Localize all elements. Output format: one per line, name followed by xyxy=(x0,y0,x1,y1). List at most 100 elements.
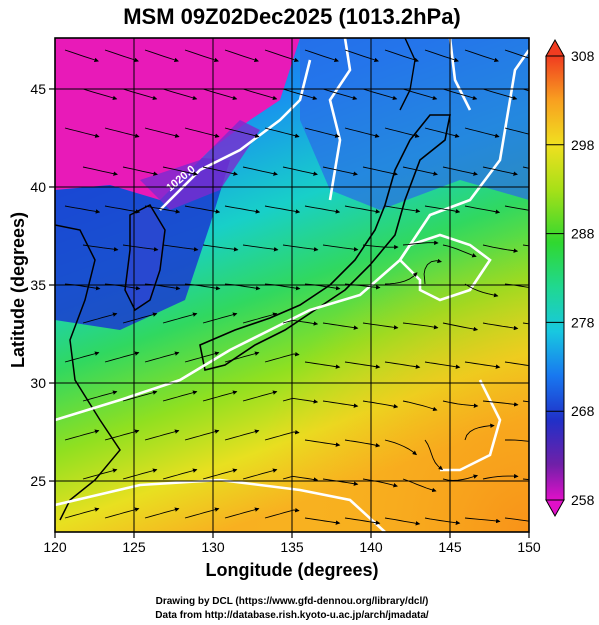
streamline xyxy=(424,205,461,214)
streamline xyxy=(442,474,479,481)
streamline xyxy=(264,205,301,214)
streamline xyxy=(344,439,381,448)
streamline xyxy=(322,88,358,101)
streamline xyxy=(242,88,278,101)
streamline xyxy=(64,205,101,214)
streamline xyxy=(304,127,340,138)
streamline xyxy=(304,439,341,447)
streamline xyxy=(384,49,419,63)
streamline xyxy=(224,49,259,63)
streamline xyxy=(304,49,339,63)
streamline xyxy=(362,478,398,488)
streamline xyxy=(282,397,319,404)
korea-coastline xyxy=(124,204,166,312)
streamline xyxy=(464,49,499,63)
streamline xyxy=(242,390,278,402)
streamline xyxy=(104,351,140,363)
streamline xyxy=(144,49,179,63)
streamline xyxy=(202,244,239,252)
lat-lon-grid xyxy=(55,38,529,532)
streamline xyxy=(384,361,421,369)
credit-line-2: Data from http://database.rish.kyoto-u.a… xyxy=(155,610,429,621)
streamline xyxy=(344,127,380,138)
streamline xyxy=(264,351,300,363)
streamline xyxy=(64,507,100,519)
streamline xyxy=(464,423,495,441)
x-tick-label: 120 xyxy=(43,539,67,555)
streamline xyxy=(202,390,238,402)
streamline xyxy=(122,166,158,176)
streamline xyxy=(464,205,501,214)
streamline xyxy=(224,429,260,441)
x-tick-label: 125 xyxy=(122,539,146,555)
streamline xyxy=(144,351,180,363)
streamline xyxy=(122,312,158,324)
streamline xyxy=(464,517,501,524)
streamline xyxy=(322,400,359,408)
streamline xyxy=(82,312,118,324)
streamline xyxy=(482,322,519,331)
streamline xyxy=(202,468,238,480)
streamline xyxy=(144,205,181,214)
streamline xyxy=(282,475,319,482)
streamline xyxy=(384,272,418,285)
streamline xyxy=(144,507,180,519)
streamline xyxy=(424,361,461,370)
streamline xyxy=(482,166,518,176)
streamline xyxy=(104,507,140,519)
streamline xyxy=(402,322,439,330)
streamline xyxy=(82,244,119,252)
streamline xyxy=(282,88,318,101)
streamline xyxy=(264,127,300,138)
streamline xyxy=(482,400,519,407)
streamline xyxy=(424,127,460,138)
streamline xyxy=(104,49,139,63)
streamlines xyxy=(64,49,529,526)
colorbar-tick-label: 298 xyxy=(571,137,595,153)
x-tick-label: 145 xyxy=(438,539,462,555)
streamline xyxy=(504,49,529,59)
streamline xyxy=(464,361,501,369)
streamline xyxy=(482,244,519,253)
y-tick-label: 35 xyxy=(30,277,46,293)
streamline xyxy=(282,166,318,176)
streamline xyxy=(162,166,198,176)
streamline xyxy=(64,127,100,138)
streamline xyxy=(304,361,341,369)
streamline xyxy=(64,351,100,363)
streamline xyxy=(202,88,238,101)
streamline xyxy=(442,400,479,408)
streamline xyxy=(504,361,529,367)
streamline xyxy=(122,244,159,252)
x-tick-label: 135 xyxy=(280,539,304,555)
streamline xyxy=(104,127,140,138)
map-title: MSM 09Z02Dec2025 (1013.2hPa) xyxy=(123,4,461,29)
streamline xyxy=(242,468,278,480)
streamline xyxy=(402,400,438,412)
streamline xyxy=(304,517,341,525)
streamline xyxy=(282,319,319,326)
streamline xyxy=(322,322,359,330)
streamline xyxy=(504,127,529,135)
colorbar: 308 298 288 278 268 258 xyxy=(545,38,595,518)
streamline xyxy=(264,49,299,63)
streamline xyxy=(424,439,443,471)
streamline xyxy=(144,429,180,441)
streamline xyxy=(322,166,358,176)
streamline xyxy=(442,166,478,176)
streamline xyxy=(402,240,439,246)
colorbar-tick-label: 258 xyxy=(571,492,595,508)
x-axis-ticks: 120 125 130 135 140 145 150 xyxy=(43,532,541,555)
streamline xyxy=(202,312,238,324)
china-coastline xyxy=(55,224,121,521)
streamline xyxy=(64,49,99,63)
streamline xyxy=(162,468,198,480)
x-tick-label: 140 xyxy=(359,539,383,555)
streamline xyxy=(264,507,300,519)
streamline xyxy=(122,468,158,480)
streamline xyxy=(162,88,198,101)
streamline xyxy=(344,361,381,369)
streamline xyxy=(505,439,529,442)
streamline xyxy=(304,205,341,214)
streamline xyxy=(122,390,158,402)
